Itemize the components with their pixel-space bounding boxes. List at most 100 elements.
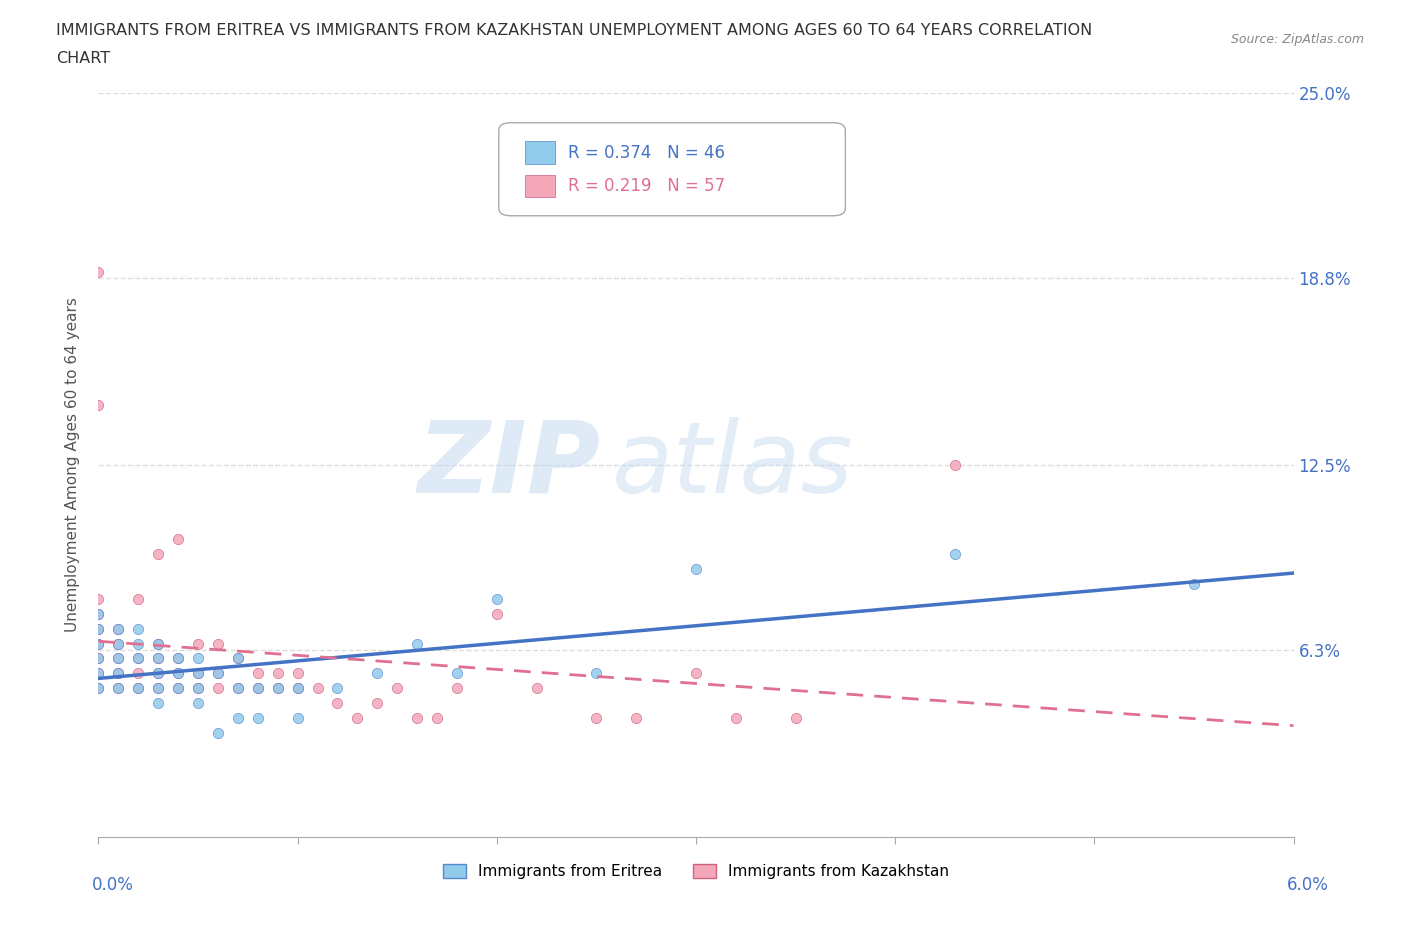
Point <box>187 666 209 681</box>
Point <box>406 636 429 651</box>
Text: IMMIGRANTS FROM ERITREA VS IMMIGRANTS FROM KAZAKHSTAN UNEMPLOYMENT AMONG AGES 60: IMMIGRANTS FROM ERITREA VS IMMIGRANTS FR… <box>56 23 1092 38</box>
Point <box>107 651 129 666</box>
Point <box>107 666 129 681</box>
Text: Source: ZipAtlas.com: Source: ZipAtlas.com <box>1230 33 1364 46</box>
Point <box>107 621 129 636</box>
Point <box>226 681 249 696</box>
Point <box>167 651 190 666</box>
Point <box>426 711 449 725</box>
Point <box>148 547 170 562</box>
Point <box>366 696 388 711</box>
Point <box>446 666 468 681</box>
Point <box>685 666 707 681</box>
Point <box>167 681 190 696</box>
Point <box>943 547 966 562</box>
Point <box>246 681 269 696</box>
Point <box>107 621 129 636</box>
Point <box>148 666 170 681</box>
Point <box>207 636 229 651</box>
Point <box>167 666 190 681</box>
Bar <box>524 141 555 164</box>
Point <box>127 621 149 636</box>
Point <box>346 711 368 725</box>
Point <box>446 681 468 696</box>
Point <box>326 696 349 711</box>
Point <box>585 711 607 725</box>
Text: R = 0.374   N = 46: R = 0.374 N = 46 <box>568 143 725 162</box>
Point <box>207 681 229 696</box>
Text: 0.0%: 0.0% <box>91 876 134 895</box>
Point <box>148 651 170 666</box>
Point <box>187 681 209 696</box>
Point <box>785 711 807 725</box>
Point <box>148 696 170 711</box>
Point <box>148 681 170 696</box>
Point <box>485 606 508 621</box>
Point <box>127 591 149 606</box>
Point <box>148 636 170 651</box>
Point <box>87 636 110 651</box>
Point <box>107 636 129 651</box>
Point <box>307 681 329 696</box>
Text: atlas: atlas <box>613 417 853 513</box>
FancyBboxPatch shape <box>499 123 845 216</box>
Point <box>685 562 707 577</box>
Point <box>406 711 429 725</box>
Point <box>226 681 249 696</box>
Text: ZIP: ZIP <box>418 417 600 513</box>
Text: CHART: CHART <box>56 51 110 66</box>
Point <box>485 591 508 606</box>
Point <box>87 606 110 621</box>
Point <box>287 681 309 696</box>
Point <box>585 666 607 681</box>
Bar <box>524 175 555 197</box>
Point <box>87 651 110 666</box>
Point <box>287 711 309 725</box>
Point <box>87 651 110 666</box>
Point <box>246 681 269 696</box>
Point <box>127 681 149 696</box>
Point <box>148 636 170 651</box>
Point <box>187 636 209 651</box>
Y-axis label: Unemployment Among Ages 60 to 64 years: Unemployment Among Ages 60 to 64 years <box>65 298 80 632</box>
Point <box>287 681 309 696</box>
Point <box>267 681 290 696</box>
Point <box>207 725 229 740</box>
Point <box>226 711 249 725</box>
Point <box>107 636 129 651</box>
Point <box>87 681 110 696</box>
Point <box>87 666 110 681</box>
Point <box>87 264 110 279</box>
Point <box>207 666 229 681</box>
Point <box>167 651 190 666</box>
Point <box>943 458 966 472</box>
Point <box>526 681 548 696</box>
Point <box>724 711 747 725</box>
Point <box>127 636 149 651</box>
Point <box>226 651 249 666</box>
Point <box>107 651 129 666</box>
Point <box>246 666 269 681</box>
Point <box>87 606 110 621</box>
Legend: Immigrants from Eritrea, Immigrants from Kazakhstan: Immigrants from Eritrea, Immigrants from… <box>437 857 955 885</box>
Point <box>87 681 110 696</box>
Point <box>187 681 209 696</box>
Point <box>246 711 269 725</box>
Point <box>366 666 388 681</box>
Point <box>87 398 110 413</box>
Point <box>226 651 249 666</box>
Point <box>148 651 170 666</box>
Point <box>87 591 110 606</box>
Point <box>127 666 149 681</box>
Point <box>326 681 349 696</box>
Point <box>267 681 290 696</box>
Point <box>87 621 110 636</box>
Point <box>385 681 409 696</box>
Point <box>626 711 648 725</box>
Point <box>107 681 129 696</box>
Text: 6.0%: 6.0% <box>1286 876 1329 895</box>
Point <box>87 621 110 636</box>
Point <box>127 651 149 666</box>
Point <box>107 681 129 696</box>
Point <box>167 532 190 547</box>
